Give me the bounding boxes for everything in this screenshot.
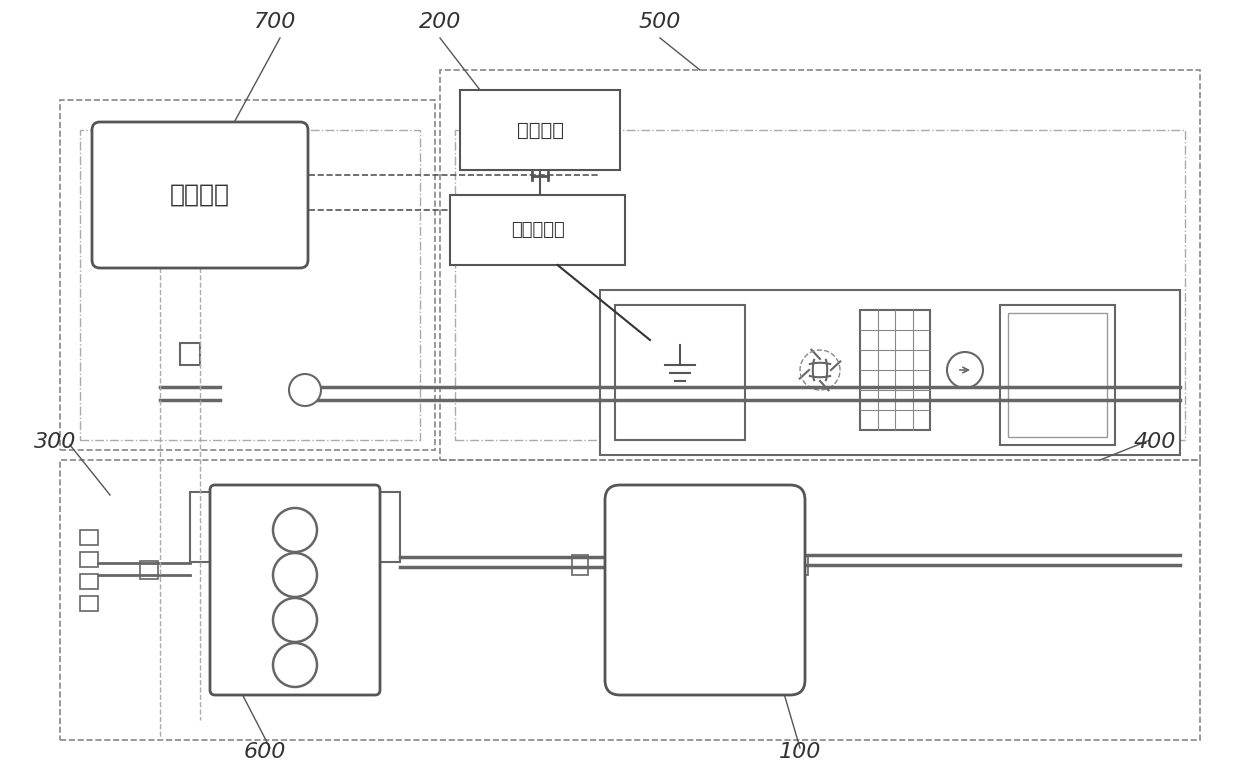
Bar bbox=[600, 290, 1180, 455]
Text: 700: 700 bbox=[254, 12, 296, 32]
Bar bbox=[455, 130, 1185, 440]
Bar bbox=[572, 555, 588, 575]
FancyBboxPatch shape bbox=[605, 485, 805, 695]
Bar bbox=[615, 305, 745, 440]
Bar bbox=[460, 90, 620, 170]
Bar bbox=[792, 555, 808, 575]
Bar bbox=[190, 492, 215, 562]
Bar bbox=[450, 195, 625, 265]
Bar bbox=[81, 130, 420, 440]
Bar bbox=[60, 100, 435, 450]
Bar bbox=[1008, 313, 1107, 437]
Text: 逆变升唸器: 逆变升唸器 bbox=[511, 221, 564, 239]
Bar bbox=[999, 305, 1115, 445]
Bar bbox=[81, 552, 98, 567]
Bar bbox=[374, 492, 401, 562]
FancyBboxPatch shape bbox=[92, 122, 308, 268]
Bar bbox=[180, 343, 200, 365]
Bar bbox=[81, 596, 98, 611]
Text: 控制模块: 控制模块 bbox=[170, 183, 229, 207]
Text: 100: 100 bbox=[779, 742, 821, 762]
Text: 600: 600 bbox=[244, 742, 286, 762]
Text: 200: 200 bbox=[419, 12, 461, 32]
Text: 车载电源: 车载电源 bbox=[517, 120, 563, 139]
Text: 500: 500 bbox=[639, 12, 681, 32]
Bar bbox=[81, 574, 98, 589]
Bar bbox=[140, 561, 157, 579]
Bar bbox=[440, 70, 1200, 460]
Bar bbox=[861, 310, 930, 430]
Bar bbox=[60, 460, 1200, 740]
Text: 300: 300 bbox=[33, 432, 76, 452]
Circle shape bbox=[289, 374, 321, 406]
Text: 400: 400 bbox=[1133, 432, 1177, 452]
FancyBboxPatch shape bbox=[210, 485, 379, 695]
Bar bbox=[81, 530, 98, 545]
